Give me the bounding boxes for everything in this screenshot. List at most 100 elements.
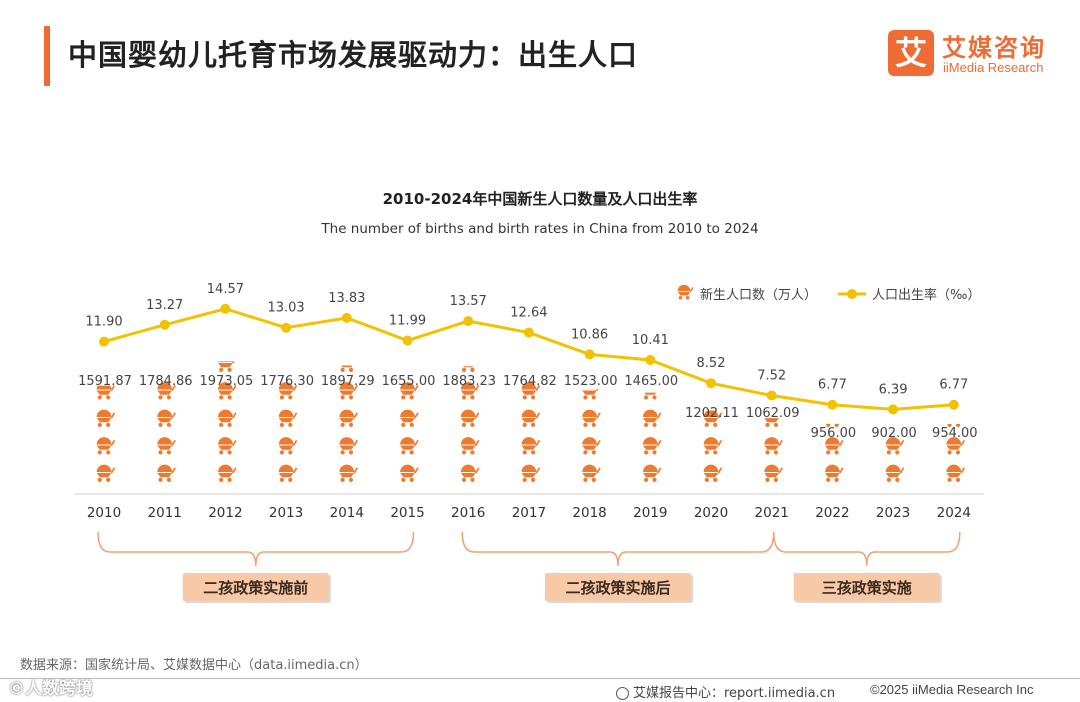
stroller-hood	[703, 437, 719, 445]
stroller-wheel	[340, 450, 345, 455]
x-tick-label: 2020	[694, 505, 728, 521]
stroller-wheel	[279, 395, 284, 400]
stroller-hood	[642, 437, 658, 445]
stroller-hood	[278, 382, 294, 390]
stroller-hood	[521, 464, 537, 472]
stroller-wheel	[765, 422, 770, 427]
stroller-handle	[414, 412, 419, 419]
births-bar	[157, 382, 176, 482]
report-center[interactable]: 艾媒报告中心：report.iimedia.cn	[616, 682, 835, 701]
birth-rate-point	[99, 336, 109, 347]
stroller-handle	[960, 467, 966, 474]
births-value-label: 1465.00	[624, 374, 678, 389]
chart-title: 2010-2024年中国新生人口数量及人口出生率	[383, 190, 698, 208]
stroller-handle	[535, 384, 541, 391]
births-value-label: 1523.00	[564, 374, 618, 389]
stroller-basket	[218, 418, 233, 423]
stroller-wheel	[401, 395, 406, 400]
stroller-hood	[218, 464, 233, 472]
stroller-hood	[157, 437, 173, 445]
stroller-basket	[582, 473, 597, 478]
stroller-icon	[461, 366, 475, 372]
stroller-wheel	[227, 477, 232, 482]
stroller-basket	[703, 473, 719, 478]
stroller-handle	[656, 412, 662, 419]
period-bracket: 三孩政策实施	[772, 531, 961, 603]
stroller-wheel	[158, 422, 163, 427]
stroller-icon	[946, 437, 966, 455]
stroller-wheel	[219, 450, 224, 455]
stroller-handle	[414, 384, 419, 391]
births-value-label: 1776.30	[260, 374, 314, 389]
stroller-wheel	[583, 422, 588, 427]
stroller-wheel	[583, 395, 588, 400]
stroller-wheel	[955, 423, 961, 427]
stroller-handle	[960, 439, 966, 446]
stroller-basket	[218, 445, 233, 450]
stroller-handle	[535, 467, 541, 474]
x-tick-label: 2021	[755, 505, 789, 521]
stroller-icon	[885, 437, 905, 455]
x-tick-label: 2013	[269, 505, 303, 521]
births-value-label: 1883.23	[442, 374, 496, 389]
stroller-wheel	[279, 450, 284, 455]
birth-rate-point	[706, 378, 716, 389]
births-bar	[825, 423, 844, 482]
stroller-basket	[278, 445, 294, 450]
stroller-hood	[96, 437, 112, 445]
stroller-wheel	[401, 422, 406, 427]
stroller-wheel	[947, 477, 952, 482]
stroller-wheel	[591, 477, 596, 482]
stroller-handle	[110, 385, 116, 391]
stroller-basket	[460, 418, 476, 423]
x-tick-label: 2024	[937, 505, 971, 521]
stroller-icon	[96, 437, 116, 455]
stroller-icon	[582, 464, 601, 482]
stroller-handle	[232, 384, 237, 391]
legend-line-marker	[847, 289, 857, 299]
legend-stroller-icon	[677, 284, 694, 300]
stroller-icon	[703, 464, 723, 482]
stroller-wheel	[470, 367, 475, 372]
stroller-basket	[218, 363, 233, 368]
stroller-wheel	[158, 477, 163, 482]
stroller-hood	[218, 409, 233, 417]
stroller-hood	[218, 361, 233, 362]
stroller-basket	[339, 390, 355, 395]
stroller-icon	[825, 464, 844, 482]
stroller-icon	[703, 410, 723, 427]
births-value-label: 1764.82	[503, 374, 557, 389]
x-tick-label: 2017	[512, 505, 546, 521]
stroller-hood	[460, 464, 476, 472]
births-bar	[460, 366, 480, 482]
stroller-wheel	[685, 295, 690, 300]
stroller-basket	[341, 365, 353, 368]
stroller-handle	[899, 467, 905, 474]
stroller-basket	[521, 445, 537, 450]
births-bar	[642, 392, 662, 482]
stroller-icon	[400, 409, 419, 427]
partial-stroller	[461, 366, 475, 372]
stroller-wheel	[531, 477, 536, 482]
stroller-wheel	[704, 477, 709, 482]
stroller-wheel	[401, 450, 406, 455]
stroller-wheel	[348, 450, 354, 455]
stroller-hood	[703, 410, 719, 417]
stroller-wheel	[97, 450, 102, 455]
birth-rate-point	[220, 303, 231, 314]
stroller-wheel	[288, 395, 293, 400]
stroller-hood	[885, 437, 901, 445]
stroller-hood	[582, 389, 597, 390]
stroller-basket	[703, 418, 719, 423]
x-tick-label: 2015	[390, 505, 424, 521]
logo-chinese-name: 艾媒咨询	[942, 34, 1046, 62]
stroller-handle	[717, 412, 723, 419]
title-accent-bar	[44, 26, 50, 86]
stroller-wheel	[227, 422, 232, 427]
birth-rate-point	[281, 322, 292, 333]
births-bar	[582, 389, 601, 482]
stroller-basket	[96, 473, 112, 478]
stroller-handle	[596, 439, 601, 446]
stroller-handle	[839, 439, 844, 446]
births-value-label: 1591.87	[78, 374, 132, 389]
